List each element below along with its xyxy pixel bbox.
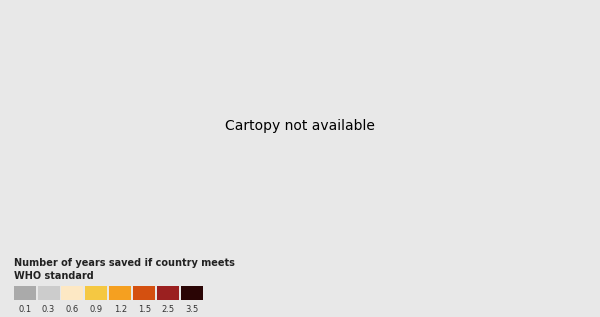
FancyBboxPatch shape — [85, 286, 107, 300]
FancyBboxPatch shape — [14, 286, 35, 300]
FancyBboxPatch shape — [109, 286, 131, 300]
FancyBboxPatch shape — [133, 286, 155, 300]
FancyBboxPatch shape — [181, 286, 203, 300]
Text: 3.5: 3.5 — [185, 305, 199, 314]
Text: 2.5: 2.5 — [161, 305, 175, 314]
Text: Number of years saved if country meets
WHO standard: Number of years saved if country meets W… — [14, 258, 235, 281]
Text: 1.2: 1.2 — [114, 305, 127, 314]
Text: 0.3: 0.3 — [42, 305, 55, 314]
FancyBboxPatch shape — [37, 286, 59, 300]
Text: 0.1: 0.1 — [18, 305, 31, 314]
FancyBboxPatch shape — [157, 286, 179, 300]
Text: 0.9: 0.9 — [90, 305, 103, 314]
Text: 0.6: 0.6 — [66, 305, 79, 314]
Text: Cartopy not available: Cartopy not available — [225, 119, 375, 133]
FancyBboxPatch shape — [61, 286, 83, 300]
Text: 1.5: 1.5 — [138, 305, 151, 314]
